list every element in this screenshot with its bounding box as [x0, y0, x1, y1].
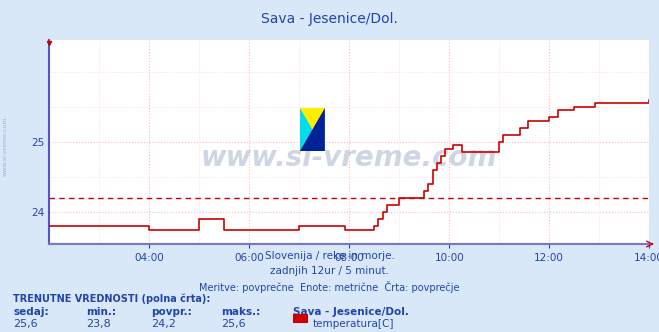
- Text: TRENUTNE VREDNOSTI (polna črta):: TRENUTNE VREDNOSTI (polna črta):: [13, 294, 211, 304]
- Text: 25,6: 25,6: [221, 319, 245, 329]
- Text: sedaj:: sedaj:: [13, 307, 49, 317]
- Text: temperatura[C]: temperatura[C]: [313, 319, 395, 329]
- Text: www.si-vreme.com: www.si-vreme.com: [3, 116, 8, 176]
- Polygon shape: [300, 108, 312, 151]
- Text: min.:: min.:: [86, 307, 116, 317]
- Text: maks.:: maks.:: [221, 307, 260, 317]
- Polygon shape: [300, 108, 325, 151]
- Text: Slovenija / reke in morje.: Slovenija / reke in morje.: [264, 251, 395, 261]
- Text: www.si-vreme.com: www.si-vreme.com: [201, 144, 498, 172]
- Text: Sava - Jesenice/Dol.: Sava - Jesenice/Dol.: [293, 307, 409, 317]
- Text: zadnjih 12ur / 5 minut.: zadnjih 12ur / 5 minut.: [270, 266, 389, 276]
- Text: 23,8: 23,8: [86, 319, 111, 329]
- Text: povpr.:: povpr.:: [152, 307, 192, 317]
- Text: Meritve: povprečne  Enote: metrične  Črta: povprečje: Meritve: povprečne Enote: metrične Črta:…: [199, 281, 460, 292]
- Text: 25,6: 25,6: [13, 319, 38, 329]
- Text: Sava - Jesenice/Dol.: Sava - Jesenice/Dol.: [261, 12, 398, 26]
- Polygon shape: [300, 108, 325, 151]
- Text: 24,2: 24,2: [152, 319, 177, 329]
